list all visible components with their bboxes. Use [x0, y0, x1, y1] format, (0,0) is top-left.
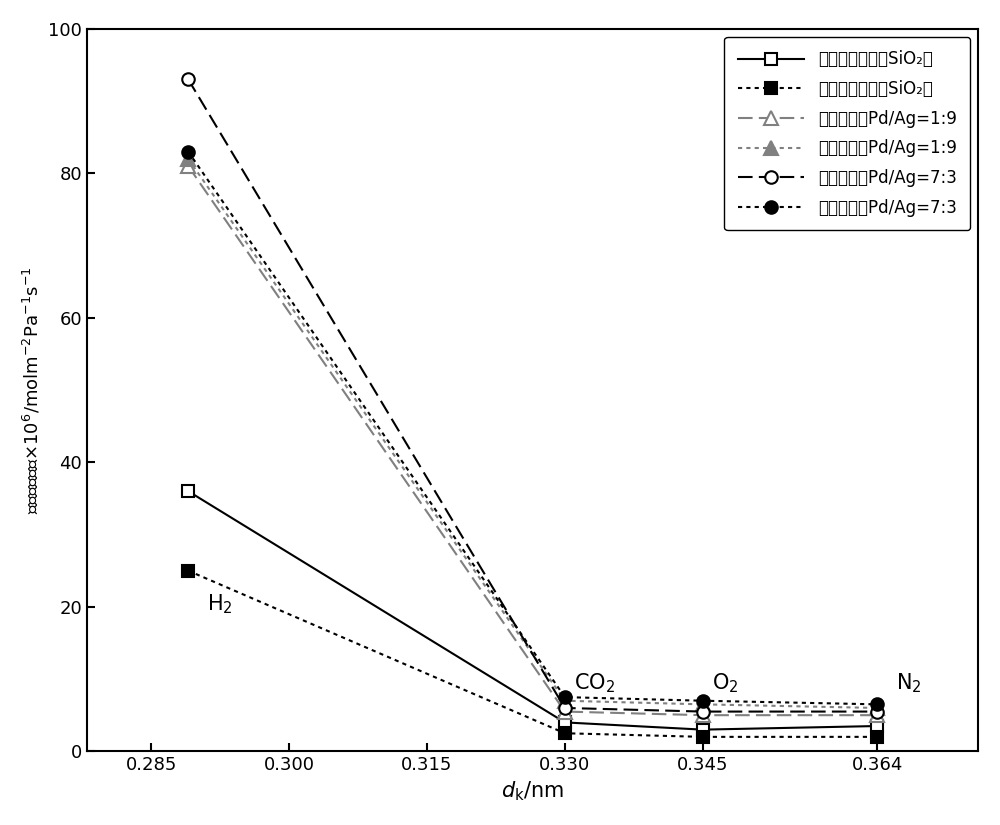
水汽处理后Pd/Ag=7:3 [871, 700, 883, 710]
水汽处理前Pd/Ag=1:9 [559, 707, 571, 717]
水汽处理后Pd/Ag=1:9 [182, 153, 194, 163]
Text: N$_2$: N$_2$ [896, 672, 921, 695]
水汽处理前Pd/Ag=1:9 [697, 710, 709, 720]
水汽处理后普通SiO₂膜 [871, 732, 883, 742]
水汽处理前普通SiO₂膜 [559, 718, 571, 728]
水汽处理前Pd/Ag=1:9 [871, 710, 883, 720]
水汽处理后Pd/Ag=1:9 [697, 700, 709, 710]
水汽处理后Pd/Ag=7:3 [697, 695, 709, 705]
Text: H$_2$: H$_2$ [207, 592, 232, 616]
Line: 水汽处理后Pd/Ag=7:3: 水汽处理后Pd/Ag=7:3 [182, 145, 884, 710]
水汽处理前普通SiO₂膜 [182, 486, 194, 496]
水汽处理后Pd/Ag=1:9 [871, 703, 883, 713]
水汽处理前普通SiO₂膜 [697, 724, 709, 734]
水汽处理前普通SiO₂膜 [871, 721, 883, 731]
水汽处理后Pd/Ag=7:3 [182, 147, 194, 157]
Line: 水汽处理前Pd/Ag=7:3: 水汽处理前Pd/Ag=7:3 [182, 73, 884, 718]
水汽处理后普通SiO₂膜 [559, 728, 571, 738]
Y-axis label: 气体渗透速率×10$^6$/molm$^{-2}$Pa$^{-1}$s$^{-1}$: 气体渗透速率×10$^6$/molm$^{-2}$Pa$^{-1}$s$^{-1… [22, 266, 43, 514]
水汽处理前Pd/Ag=7:3 [697, 707, 709, 717]
Line: 水汽处理后Pd/Ag=1:9: 水汽处理后Pd/Ag=1:9 [181, 152, 884, 715]
Line: 水汽处理后普通SiO₂膜: 水汽处理后普通SiO₂膜 [182, 564, 884, 743]
水汽处理后普通SiO₂膜 [697, 732, 709, 742]
X-axis label: $d_\mathrm{k}$/nm: $d_\mathrm{k}$/nm [501, 780, 564, 804]
水汽处理前Pd/Ag=7:3 [559, 703, 571, 713]
水汽处理前Pd/Ag=1:9 [182, 161, 194, 171]
Text: CO$_2$: CO$_2$ [574, 672, 615, 695]
Line: 水汽处理前普通SiO₂膜: 水汽处理前普通SiO₂膜 [182, 485, 884, 736]
水汽处理后Pd/Ag=1:9 [559, 695, 571, 705]
Legend: 水汽处理前普通SiO₂膜, 水汽处理后普通SiO₂膜, 水汽处理前Pd/Ag=1:9, 水汽处理后Pd/Ag=1:9, 水汽处理前Pd/Ag=7:3, 水汽处理: 水汽处理前普通SiO₂膜, 水汽处理后普通SiO₂膜, 水汽处理前Pd/Ag=1… [724, 37, 970, 230]
水汽处理后Pd/Ag=7:3 [559, 692, 571, 702]
水汽处理前Pd/Ag=7:3 [182, 74, 194, 84]
Line: 水汽处理前Pd/Ag=1:9: 水汽处理前Pd/Ag=1:9 [181, 159, 884, 722]
水汽处理后普通SiO₂膜 [182, 566, 194, 576]
Text: O$_2$: O$_2$ [712, 672, 738, 695]
水汽处理前Pd/Ag=7:3 [871, 707, 883, 717]
